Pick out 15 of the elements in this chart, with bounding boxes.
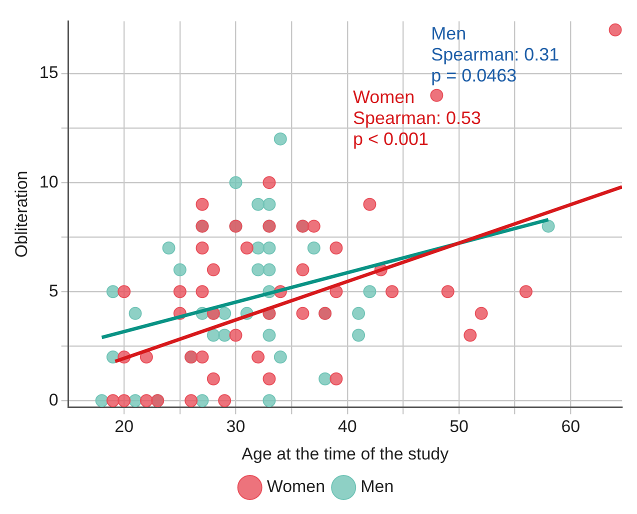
- annotation: Men Spearman: 0.31 p = 0.0463: [431, 24, 560, 86]
- legend-label: Men: [360, 477, 394, 496]
- x-tick-label: 20: [114, 417, 134, 436]
- x-tick-label: 50: [450, 417, 468, 436]
- legend-label: Women: [266, 477, 326, 496]
- annotation: Women Spearman: 0.53 p < 0.001: [352, 86, 482, 149]
- x-tick-label: 40: [338, 417, 357, 436]
- y-tick-label: 15: [39, 63, 58, 82]
- x-tick-label: 60: [561, 417, 580, 436]
- y-tick-label: 5: [48, 281, 58, 300]
- x-axis-title: Age at the time of the study: [242, 444, 450, 464]
- y-tick-label: 0: [48, 390, 58, 410]
- x-tick-label: 30: [226, 417, 246, 436]
- y-tick-label: 10: [39, 172, 58, 192]
- y-axis-title: Obliteration: [12, 170, 31, 258]
